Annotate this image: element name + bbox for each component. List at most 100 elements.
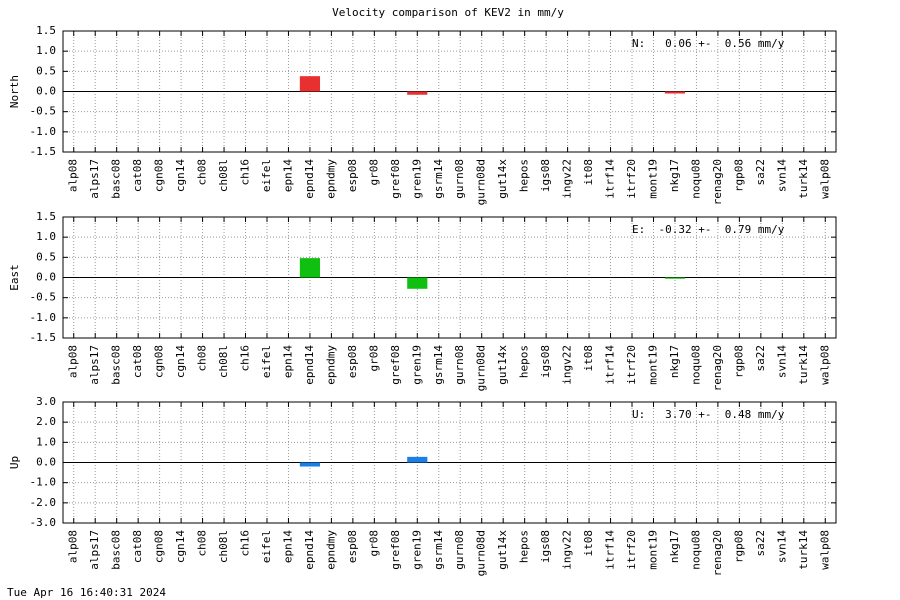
x-tick-label: gref08 [389, 159, 402, 199]
x-tick-label: rgp08 [732, 345, 745, 378]
y-axis-label: North [8, 75, 21, 108]
annotation: N: 0.06 +- 0.56 mm/y [632, 37, 785, 50]
x-tick-label: ch08l [217, 159, 230, 192]
x-tick-label: gref08 [389, 530, 402, 570]
x-tick-label: noqu08 [689, 530, 702, 570]
x-tick-label: sa22 [754, 159, 767, 186]
x-tick-label: ch16 [239, 159, 252, 186]
x-tick-label: cgn14 [174, 159, 187, 192]
timestamp: Tue Apr 16 16:40:31 2024 [7, 586, 166, 599]
x-tick-label: eifel [260, 345, 273, 378]
annotation: E: -0.32 +- 0.79 mm/y [632, 223, 785, 236]
x-tick-label: rgp08 [732, 159, 745, 192]
y-tick-label: -0.5 [30, 291, 57, 304]
plot-frame [62, 401, 837, 524]
x-tick-label: gurn08d [475, 345, 488, 391]
y-axis-label: Up [8, 456, 21, 469]
x-tick-label: ch08 [196, 530, 209, 557]
x-tick-label: nkg17 [668, 345, 681, 378]
x-tick-label: hepos [518, 159, 531, 192]
bar [299, 258, 321, 278]
x-tick-label: epnd14 [303, 530, 316, 570]
bar [407, 91, 428, 95]
x-tick-label: gr08 [367, 345, 380, 372]
x-tick-label: epn14 [281, 345, 294, 378]
x-tick-label: gut14x [496, 159, 509, 199]
x-tick-label: ch08 [196, 159, 209, 186]
x-tick-label: it08 [582, 159, 595, 186]
x-tick-label: epnd14 [303, 345, 316, 385]
x-tick-label: cgn08 [153, 345, 166, 378]
x-tick-label: igs08 [539, 345, 552, 378]
x-tick-label: mont19 [646, 345, 659, 385]
x-tick-label: gsrm14 [432, 530, 445, 570]
x-tick-label: gurn08d [475, 530, 488, 576]
x-tick-label: ch08l [217, 530, 230, 563]
x-tick-label: gut14x [496, 530, 509, 570]
x-tick-label: cat08 [131, 159, 144, 192]
x-tick-label: itrf14 [604, 530, 617, 570]
x-tick-label: gr08 [367, 530, 380, 557]
x-tick-label: gsrm14 [432, 159, 445, 199]
x-tick-label: walp08 [818, 345, 831, 385]
y-tick-label: 0.5 [36, 250, 56, 263]
y-tick-label: -1.5 [30, 145, 57, 158]
x-tick-label: svn14 [775, 159, 788, 192]
x-tick-label: cgn14 [174, 345, 187, 378]
x-tick-label: itrf14 [604, 159, 617, 199]
x-tick-label: walp08 [818, 530, 831, 570]
annotation: U: 3.70 +- 0.48 mm/y [632, 408, 785, 421]
bar [299, 462, 321, 467]
x-tick-label: epndmy [324, 345, 337, 385]
x-tick-label: ingv22 [561, 530, 574, 570]
x-tick-label: mont19 [646, 159, 659, 199]
x-tick-label: walp08 [818, 159, 831, 199]
x-tick-label: cgn14 [174, 530, 187, 563]
x-tick-label: epn14 [281, 530, 294, 563]
y-tick-label: -1.0 [30, 311, 57, 324]
y-tick-label: 1.0 [36, 44, 56, 57]
x-tick-label: gren19 [410, 530, 423, 570]
x-tick-label: gurn08d [475, 159, 488, 205]
x-tick-label: noqu08 [689, 345, 702, 385]
x-tick-label: gren19 [410, 345, 423, 385]
x-tick-label: svn14 [775, 530, 788, 563]
x-tick-label: igs08 [539, 530, 552, 563]
x-tick-label: turk14 [797, 530, 810, 570]
x-tick-label: nkg17 [668, 159, 681, 192]
x-tick-label: ch16 [239, 345, 252, 372]
x-tick-label: eifel [260, 159, 273, 192]
x-tick-label: alp08 [67, 345, 80, 378]
y-tick-label: 3.0 [36, 395, 56, 408]
x-tick-label: turk14 [797, 345, 810, 385]
x-tick-label: svn14 [775, 345, 788, 378]
x-tick-label: hepos [518, 345, 531, 378]
x-tick-label: itrf20 [625, 345, 638, 385]
x-tick-label: alp08 [67, 530, 80, 563]
x-tick-label: renag20 [711, 530, 724, 576]
x-tick-label: sa22 [754, 345, 767, 372]
x-tick-label: alps17 [88, 530, 101, 570]
x-tick-label: cat08 [131, 530, 144, 563]
x-tick-label: ingv22 [561, 345, 574, 385]
y-tick-label: 1.0 [36, 435, 56, 448]
y-tick-label: 1.0 [36, 230, 56, 243]
y-tick-label: 0.0 [36, 456, 56, 469]
x-tick-label: ch08 [196, 345, 209, 372]
x-tick-label: alp08 [67, 159, 80, 192]
x-tick-label: esp08 [346, 159, 359, 192]
x-tick-label: gurn08 [453, 530, 466, 570]
y-tick-label: -0.5 [30, 105, 57, 118]
x-tick-label: esp08 [346, 530, 359, 563]
x-tick-label: basc08 [110, 345, 123, 385]
x-tick-label: igs08 [539, 159, 552, 192]
x-tick-label: ch08l [217, 345, 230, 378]
bar [407, 456, 428, 463]
y-tick-label: -1.0 [30, 125, 57, 138]
x-tick-label: cgn08 [153, 159, 166, 192]
x-tick-label: cgn08 [153, 530, 166, 563]
x-tick-label: ingv22 [561, 159, 574, 199]
y-tick-label: -2.0 [30, 496, 57, 509]
x-tick-label: nkg17 [668, 530, 681, 563]
